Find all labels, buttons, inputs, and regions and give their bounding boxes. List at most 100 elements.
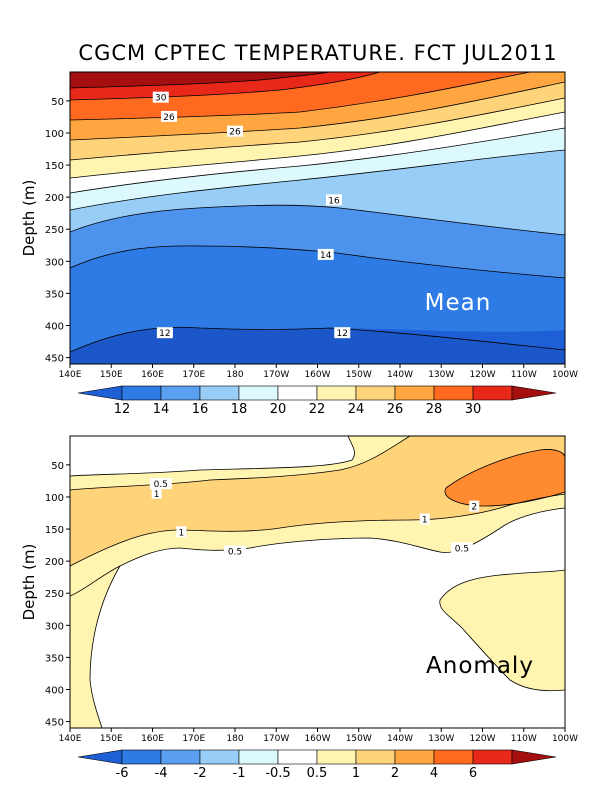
mean-contour-label: 30 xyxy=(155,94,167,104)
anomaly-colorbar-label: 4 xyxy=(430,766,438,781)
anomaly-x-tick-label: 140E xyxy=(59,734,82,744)
mean-contour-24 xyxy=(70,97,565,161)
mean-contour-32 xyxy=(70,72,331,89)
mean-panel-label: Mean xyxy=(425,290,492,316)
mean-contour-label: 12 xyxy=(159,329,170,339)
mean-contour-label-bg xyxy=(326,194,342,206)
mean-y-tick-label: 200 xyxy=(45,193,64,204)
mean-y-axis-label: Depth (m) xyxy=(20,180,38,257)
mean-x-tick-label: 160W xyxy=(304,370,330,380)
mean-colorbar-box xyxy=(238,385,279,401)
mean-x-axis: 140E 150E 160E 170E 180 170W 160W 150W 140W 130W 1… xyxy=(59,364,578,380)
mean-colorbar-box xyxy=(277,385,318,401)
mean-contour-30 xyxy=(70,72,381,101)
mean-y-tick-label: 250 xyxy=(45,225,64,236)
anomaly-contour-0.5-bottom xyxy=(70,507,565,597)
mean-contour-label-bg xyxy=(161,110,177,122)
anomaly-contour-label-bg xyxy=(151,487,162,499)
anomaly-contour-1-top xyxy=(70,436,411,491)
anomaly-colorbar-label: -4 xyxy=(155,766,168,781)
mean-y-axis: 50 100 150 200 250 300 350 400 450 xyxy=(45,97,70,365)
mean-x-tick-label: 130W xyxy=(428,370,454,380)
mean-colorbar-label: 12 xyxy=(114,402,131,417)
mean-x-tick-label: 100W xyxy=(552,370,578,380)
mean-band-18-20 xyxy=(70,128,565,210)
mean-contour-label: 12 xyxy=(337,329,348,339)
anomaly-band-top-white xyxy=(70,436,355,476)
mean-x-tick-label: 180 xyxy=(226,370,243,380)
mean-contour-label-bg xyxy=(317,248,334,260)
mean-x-tick-label: 150W xyxy=(346,370,372,380)
anomaly-y-tick-label: 250 xyxy=(45,589,64,600)
mean-band-above-32 xyxy=(70,72,330,88)
mean-colorbar-label: 18 xyxy=(231,402,248,417)
anomaly-x-tick-label: 150E xyxy=(100,734,123,744)
anomaly-contour-label-bg xyxy=(149,478,172,490)
anomaly-colorbar-label: 0.5 xyxy=(307,766,328,781)
anomaly-x-tick-label: 170W xyxy=(263,734,289,744)
mean-band-28-30 xyxy=(70,72,530,120)
mean-y-tick-label: 300 xyxy=(45,257,64,268)
anomaly-contour-lines xyxy=(70,436,565,728)
mean-contour-18 xyxy=(70,149,565,211)
anomaly-contour-west-0.5 xyxy=(89,565,121,728)
mean-contour-16 xyxy=(70,204,565,236)
mean-band-30-32 xyxy=(70,72,380,100)
anomaly-colorbar-box xyxy=(316,749,357,765)
mean-x-tick-label: 120W xyxy=(469,370,495,380)
anomaly-x-tick-label: 100W xyxy=(552,734,578,744)
mean-contour-28 xyxy=(70,72,531,121)
anomaly-colorbar-high-arrow xyxy=(511,749,557,765)
anomaly-contour-label: 1 xyxy=(154,490,160,500)
mean-contour-label-bg xyxy=(334,327,351,339)
mean-x-tick-label: 140W xyxy=(387,370,413,380)
mean-contour-label: 14 xyxy=(320,251,332,261)
mean-y-tick-label: 50 xyxy=(51,97,64,108)
anomaly-colorbar-label: 2 xyxy=(391,766,399,781)
anomaly-x-axis: 140E 150E 160E 170E 180 170W 160W 150W 140W 130W 1… xyxy=(59,728,578,744)
anomaly-contour-label-bg xyxy=(450,542,473,554)
mean-x-tick-label: 170W xyxy=(263,370,289,380)
anomaly-contour-label: 0.5 xyxy=(154,480,168,490)
anomaly-y-tick-label: 400 xyxy=(45,685,64,696)
anomaly-colorbar-label: -1 xyxy=(233,766,246,781)
mean-band-16-18 xyxy=(70,150,565,235)
anomaly-band-1-2 xyxy=(70,436,565,566)
anomaly-y-tick-label: 50 xyxy=(51,461,64,472)
anomaly-x-tick-label: 160E xyxy=(141,734,164,744)
anomaly-y-axis: 50 100 150 200 250 300 350 400 450 xyxy=(45,461,70,729)
mean-contour-20 xyxy=(70,127,565,194)
chart-title: CGCM CPTEC TEMPERATURE. FCT JUL2011 xyxy=(78,41,557,65)
anomaly-colorbar-label: -2 xyxy=(194,766,207,781)
anomaly-contour-label: 2 xyxy=(471,503,477,513)
mean-colorbar-low-arrow xyxy=(77,385,123,401)
mean-band-20-22 xyxy=(70,112,565,193)
anomaly-band-west-0.5 xyxy=(70,566,120,728)
mean-colorbar-label: 20 xyxy=(270,402,287,417)
anomaly-contour-label-bg xyxy=(469,500,480,512)
anomaly-contour-2 xyxy=(444,449,565,507)
mean-contour-22 xyxy=(70,111,565,179)
mean-colorbar-box xyxy=(472,385,513,401)
anomaly-colorbar-box xyxy=(160,749,201,765)
anomaly-contour-east-0.5 xyxy=(439,569,565,692)
mean-contour-label: 26 xyxy=(163,113,175,123)
anomaly-band-east-0.5 xyxy=(439,570,565,691)
anomaly-panel-label: Anomaly xyxy=(426,653,534,679)
mean-x-tick-label: 110W xyxy=(511,370,537,380)
mean-colorbar-box xyxy=(433,385,474,401)
mean-y-tick-label: 450 xyxy=(45,354,64,365)
anomaly-x-tick-label: 130W xyxy=(428,734,454,744)
anomaly-x-tick-label: 160W xyxy=(304,734,330,744)
anomaly-x-tick-label: 170E xyxy=(182,734,205,744)
anomaly-band-2-4 xyxy=(444,449,565,506)
mean-band-14-16 xyxy=(70,205,565,278)
anomaly-contour-label-bg xyxy=(176,526,187,538)
anomaly-y-axis-label: Depth (m) xyxy=(20,544,38,621)
mean-colorbar-label: 16 xyxy=(192,402,209,417)
mean-x-tick-label: 170E xyxy=(182,370,205,380)
